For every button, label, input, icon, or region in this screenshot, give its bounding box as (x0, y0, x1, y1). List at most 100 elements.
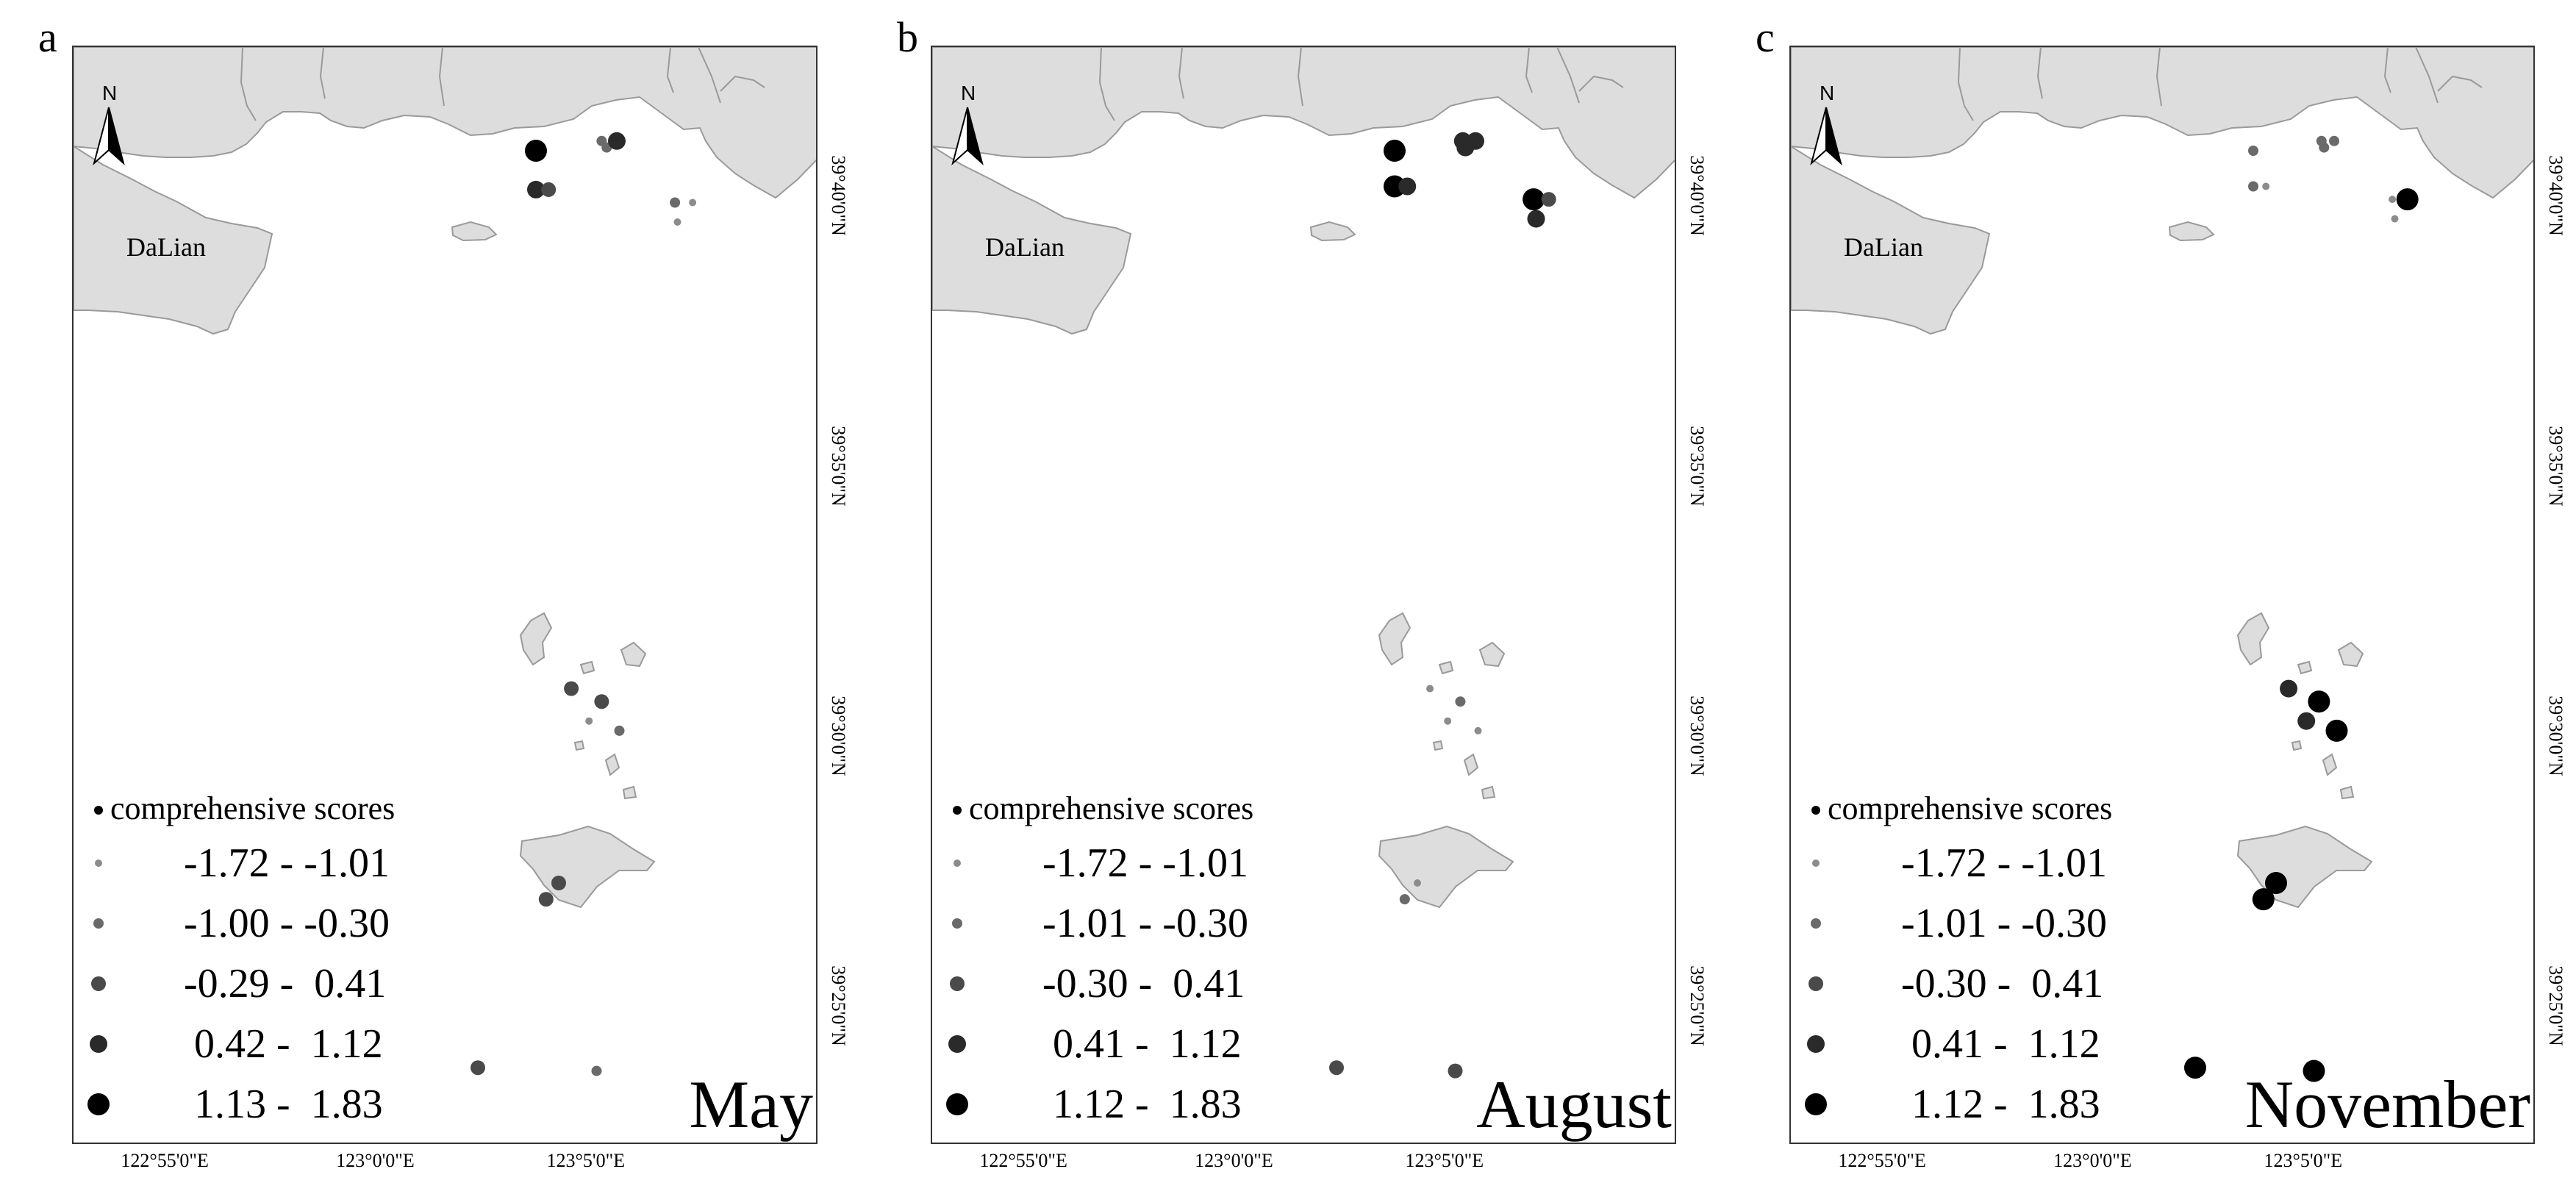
station-marker (564, 681, 579, 696)
legend-symbol (952, 918, 962, 929)
coast-line-1 (2036, 47, 2043, 99)
panel-letter: c (1756, 13, 1775, 61)
longitude-label: 123°0'0"E (336, 1150, 415, 1171)
map-frame: N DaLian comprehensive scores -1.72 - -1.01… (931, 46, 1676, 1144)
station-marker (2262, 182, 2270, 190)
longitude-label: 123°5'0"E (1405, 1150, 1484, 1171)
legend-row: -1.00 - -0.30 (91, 901, 488, 945)
legend-symbol (1805, 1093, 1827, 1115)
legend-range-label: -0.30 - 0.41 (1901, 961, 2104, 1007)
land-area-5 (579, 660, 595, 675)
legend-range-label: 1.13 - 1.83 (184, 1082, 383, 1127)
coast-line-2 (438, 47, 445, 107)
legend-row: -1.72 - -1.01 (950, 841, 1347, 885)
legend-symbol (1812, 859, 1820, 867)
station-marker (2329, 135, 2339, 146)
north-arrow-icon: N (87, 81, 131, 176)
map-panel-b: b N DaLian comprehensive scores -1.72 - -1.0… (859, 0, 1717, 1194)
station-marker (538, 892, 554, 907)
map-frame: N DaLian comprehensive scores -1.72 - -1.01… (72, 46, 817, 1144)
land-area-3 (1378, 612, 1412, 666)
legend-symbol (93, 918, 104, 929)
station-marker (2280, 679, 2298, 698)
station-marker (2396, 188, 2419, 211)
coast-line-0 (1098, 47, 1115, 121)
land-area-6 (604, 753, 620, 776)
station-marker (2265, 872, 2287, 894)
land-area-0 (932, 47, 1675, 199)
legend-row: -1.01 - -0.30 (1808, 901, 2205, 945)
station-marker (1329, 1060, 1344, 1076)
land-area-1 (932, 145, 1132, 335)
coast-line-4 (698, 47, 721, 104)
legend-symbol (946, 1093, 968, 1115)
legend-title: comprehensive scores (110, 790, 396, 826)
station-marker (471, 1060, 485, 1076)
legend-range-label: -1.72 - -1.01 (1901, 840, 2107, 886)
coast-line-4 (2415, 47, 2439, 104)
latitude-label: 39°25'0"N (1686, 965, 1708, 1046)
land-area-3 (2236, 612, 2270, 666)
longitude-label: 123°5'0"E (2264, 1150, 2343, 1171)
legend-row: -1.01 - -0.30 (950, 901, 1347, 945)
legend-range-label: -0.29 - 0.41 (184, 961, 387, 1007)
legend-row: 1.13 - 1.83 (87, 1082, 488, 1127)
land-area-2 (2168, 221, 2215, 242)
coast-line-0 (1957, 47, 1974, 121)
latitude-label: 39°35'0"N (2545, 425, 2566, 507)
station-marker (541, 182, 557, 197)
legend-title: comprehensive scores (1828, 790, 2113, 826)
coast-line-4 (1556, 47, 1580, 104)
coast-line-0 (240, 47, 257, 121)
station-marker (1467, 132, 1484, 150)
station-marker (673, 218, 681, 226)
latitude-label: 39°40'0"N (1686, 155, 1708, 236)
legend-row: -0.29 - 0.41 (91, 962, 488, 1006)
station-marker (2297, 712, 2316, 730)
legend-symbol (91, 976, 106, 991)
land-area-7 (622, 785, 637, 800)
basemap (932, 47, 1675, 1079)
latitude-label: 39°35'0"N (828, 425, 849, 507)
legend-range-label: -1.72 - -1.01 (1042, 840, 1248, 886)
legend-row: -0.30 - 0.41 (1808, 962, 2205, 1006)
legend-range-label: -1.01 - -0.30 (1901, 901, 2107, 946)
station-marker (527, 180, 545, 199)
latitude-label: 39°40'0"N (828, 155, 849, 236)
legend-symbol (95, 859, 102, 867)
latitude-label: 39°40'0"N (2545, 155, 2566, 236)
land-area-6 (2322, 753, 2338, 776)
land-area-1 (74, 145, 273, 335)
land-area-7 (1481, 785, 1496, 800)
legend-title-dot (1811, 806, 1820, 815)
longitude-label: 123°0'0"E (1195, 1150, 1273, 1171)
basemap (1791, 47, 2533, 1082)
station-marker (1398, 177, 1417, 196)
latitude-label: 39°30'0"N (2545, 695, 2566, 776)
legend-row: 0.42 - 1.12 (90, 1022, 488, 1066)
month-label: August (1476, 1067, 1672, 1142)
land-area-9 (2291, 740, 2303, 751)
map-panel-a: a N DaLian comprehensive scores -1.72 - -1.0… (0, 0, 859, 1194)
land-area-5 (2297, 660, 2313, 675)
legend-row: -1.72 - -1.01 (1808, 841, 2205, 885)
station-marker (614, 725, 625, 736)
station-marker (2248, 146, 2258, 156)
legend-range-label: -0.30 - 0.41 (1042, 961, 1245, 1007)
coast-line-5 (2437, 75, 2483, 92)
latitude-label: 39°30'0"N (1686, 695, 1708, 776)
station-marker (1444, 717, 1452, 725)
land-area-3 (519, 612, 553, 666)
station-marker (585, 717, 593, 725)
land-area-8 (1378, 825, 1514, 909)
legend-symbol (1811, 918, 1821, 929)
legend-row: 0.41 - 1.12 (948, 1022, 1347, 1066)
coast-line-2 (1297, 47, 1303, 107)
latitude-label: 39°35'0"N (1686, 425, 1708, 507)
latitude-label: 39°25'0"N (2545, 965, 2566, 1046)
basemap (74, 47, 816, 1076)
land-area-0 (1791, 47, 2533, 199)
legend-row: -1.72 - -1.01 (91, 841, 488, 885)
legend-title: comprehensive scores (969, 790, 1254, 826)
land-area-4 (1478, 641, 1506, 668)
